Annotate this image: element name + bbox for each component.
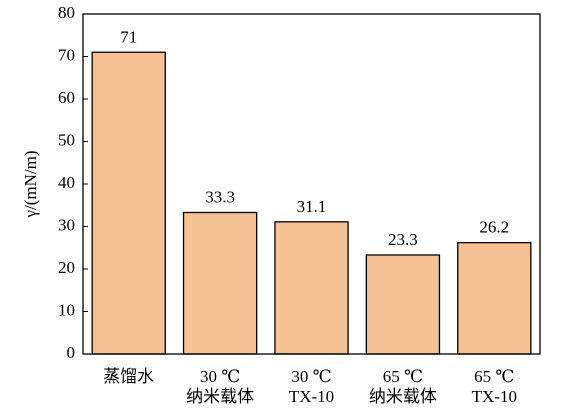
x-tick-label: 30 ℃ TX-10 bbox=[289, 367, 334, 406]
x-tick-label-line: 65 ℃ bbox=[474, 367, 514, 386]
y-tick-label: 40 bbox=[58, 173, 75, 192]
x-tick-label-line: 65 ℃ bbox=[383, 367, 423, 386]
x-tick-label-line: TX-10 bbox=[289, 387, 334, 406]
y-tick-label: 0 bbox=[67, 343, 76, 362]
bar bbox=[182, 211, 258, 355]
x-tick-label-line: TX-10 bbox=[472, 387, 517, 406]
x-tick-label-line: 纳米载体 bbox=[369, 387, 437, 406]
x-tick-label-line: 纳米载体 bbox=[186, 387, 254, 406]
value-label: 23.3 bbox=[388, 230, 418, 249]
value-label: 71 bbox=[120, 27, 137, 46]
x-tick-label-line: 30 ℃ bbox=[200, 367, 240, 386]
y-tick-label: 50 bbox=[58, 130, 75, 149]
x-tick-label-line: 蒸馏水 bbox=[103, 367, 154, 386]
value-label: 26.2 bbox=[479, 218, 509, 237]
bar bbox=[365, 254, 441, 355]
x-tick-label: 65 ℃ TX-10 bbox=[472, 367, 517, 406]
plot-frame bbox=[82, 13, 541, 355]
y-tick-label: 80 bbox=[58, 3, 75, 22]
bar bbox=[274, 221, 349, 355]
x-tick-label: 30 ℃纳米载体 bbox=[186, 367, 254, 406]
bar bbox=[91, 51, 166, 355]
y-tick-label: 10 bbox=[58, 300, 75, 319]
y-tick-label: 30 bbox=[58, 215, 75, 234]
y-tick-label: 20 bbox=[58, 258, 75, 277]
y-axis-label: γ/(mN/m) bbox=[21, 150, 40, 218]
bar bbox=[457, 241, 532, 355]
value-label: 31.1 bbox=[297, 197, 327, 216]
value-label: 33.3 bbox=[205, 187, 235, 206]
y-tick-label: 60 bbox=[58, 88, 75, 107]
x-tick-label: 65 ℃纳米载体 bbox=[369, 367, 437, 406]
y-tick-label: 70 bbox=[58, 45, 75, 64]
x-tick-label-line: 30 ℃ bbox=[291, 367, 331, 386]
x-tick-label: 蒸馏水 bbox=[103, 367, 154, 386]
